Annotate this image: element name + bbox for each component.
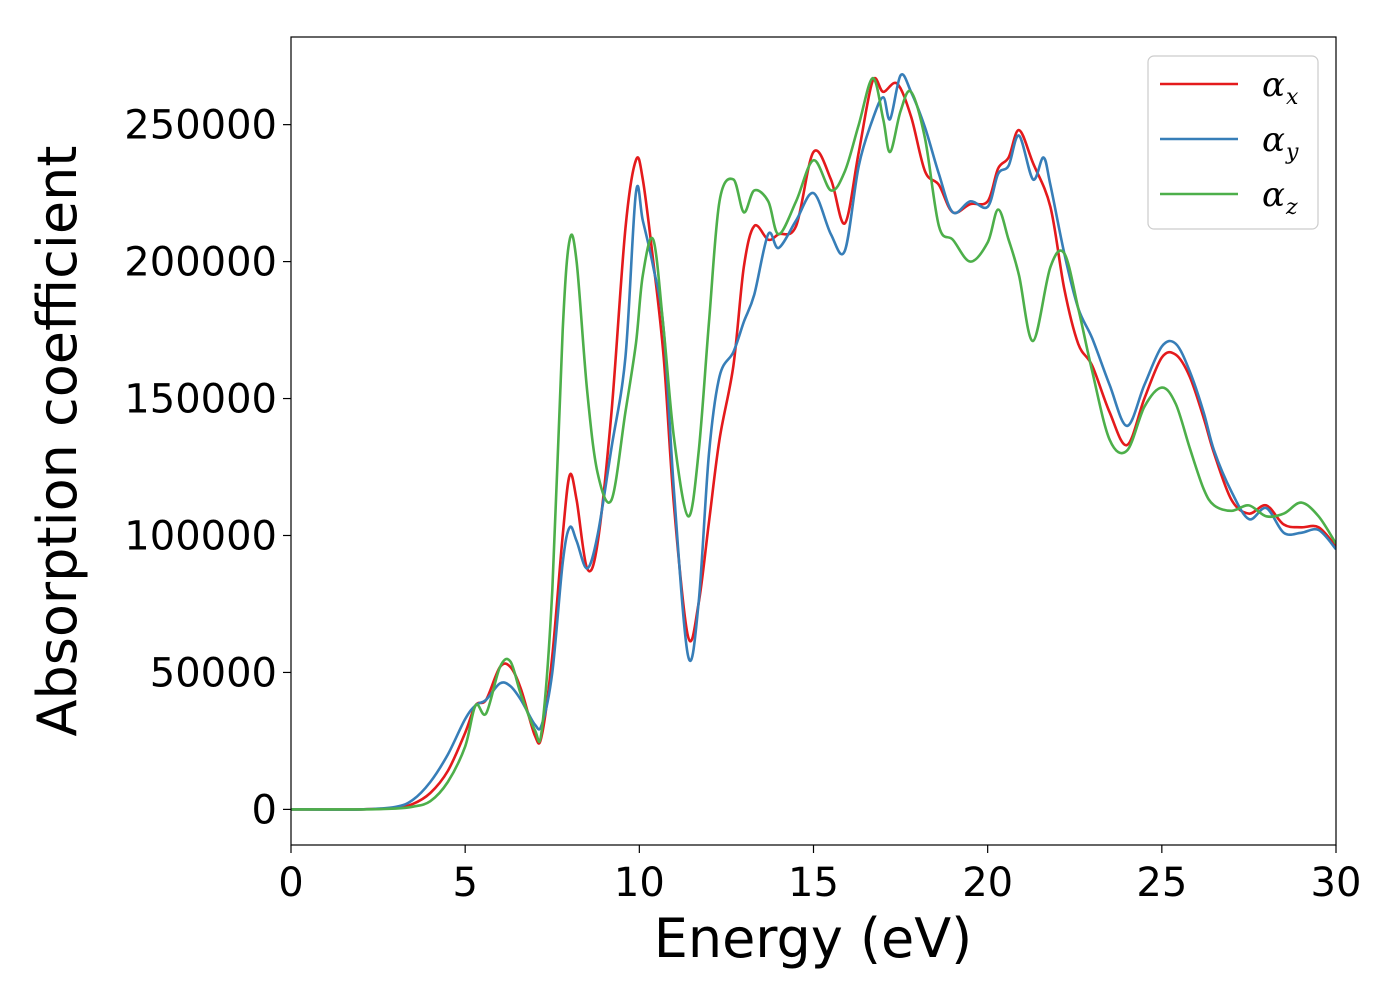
x-tick-label: 20 [962, 860, 1013, 906]
x-tick-label: 25 [1136, 860, 1187, 906]
x-tick-label: 15 [788, 860, 839, 906]
y-tick-label: 200000 [124, 240, 277, 286]
x-axis: 0 5 10 15 20 25 30 [278, 845, 1361, 906]
y-tick-label: 100000 [124, 513, 277, 559]
series-layer [291, 73, 1336, 811]
x-axis-title: Energy (eV) [654, 907, 973, 970]
y-tick-label: 150000 [124, 377, 277, 423]
x-tick-label: 30 [1311, 860, 1362, 906]
series-line-alpha-z [291, 76, 1336, 811]
x-tick-label: 5 [452, 860, 477, 906]
series-line-alpha-x [291, 76, 1336, 811]
y-tick-label: 0 [252, 787, 277, 833]
y-tick-label: 250000 [124, 103, 277, 149]
y-axis: 0 50000 100000 150000 200000 250000 [124, 103, 291, 833]
y-axis-title: Absorption coefficient [26, 146, 89, 737]
y-tick-label: 50000 [150, 650, 277, 696]
legend-box [1147, 55, 1319, 230]
x-tick-label: 0 [278, 860, 303, 906]
x-tick-label: 10 [614, 860, 665, 906]
